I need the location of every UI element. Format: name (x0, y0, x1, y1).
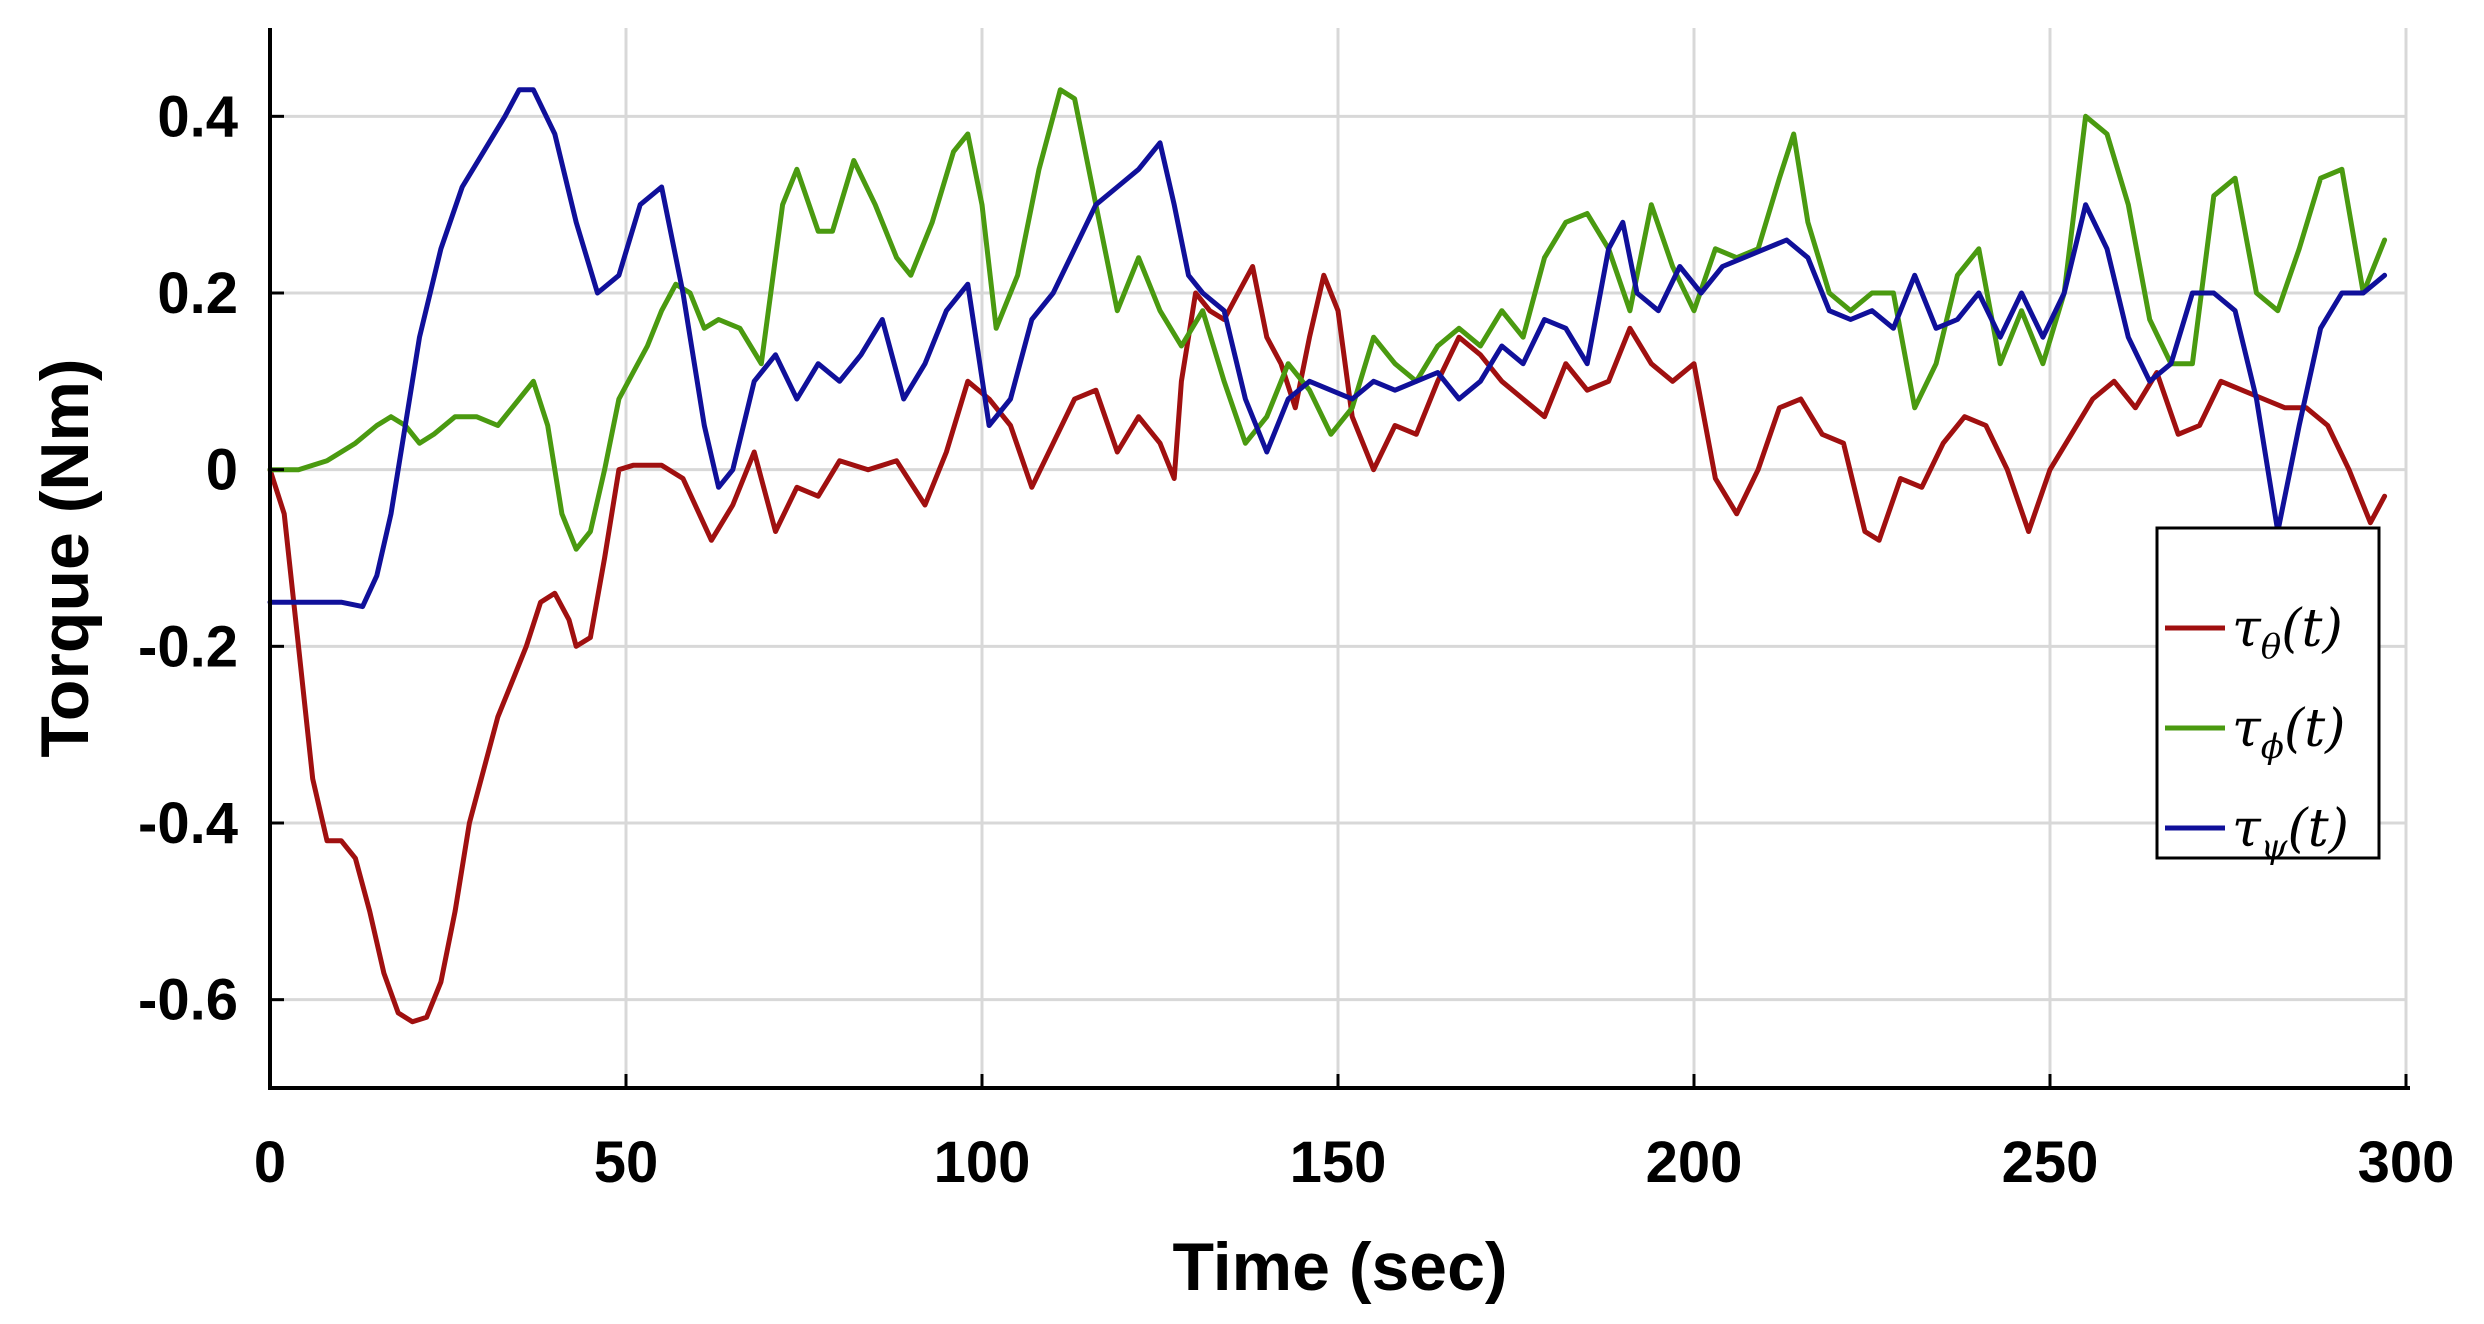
legend-label-2: τϕ(t) (2232, 699, 2345, 767)
series-line-3 (267, 87, 2388, 610)
y-tick-label: -0.6 (138, 968, 238, 1033)
x-tick-label: 100 (934, 1130, 1031, 1195)
y-tick-labels: -0.6 -0.4 -0.2 0 0.2 0.4 (138, 84, 238, 1032)
y-tick-label: 0.2 (157, 261, 238, 326)
grid-lines (270, 28, 2408, 1088)
series-line-1 (267, 264, 2388, 1025)
x-tick-label: 200 (1646, 1130, 1743, 1195)
x-tick-label: 250 (2002, 1130, 2099, 1195)
axes (268, 28, 2410, 1090)
series-line-2 (267, 87, 2388, 552)
y-tick-label: 0 (206, 438, 238, 503)
y-tick-label: -0.2 (138, 614, 238, 679)
legend-box (2155, 526, 2381, 860)
x-tick-label: 0 (254, 1130, 286, 1195)
legend-label-1: τθ(t) (2232, 599, 2343, 667)
legend: τθ(t) τϕ(t) τψ(t) (2155, 526, 2381, 867)
legend-label-3: τψ(t) (2232, 799, 2349, 867)
x-tick-label: 150 (1290, 1130, 1387, 1195)
x-axis-title: Time (sec) (1172, 1229, 1507, 1305)
y-tick-label: 0.4 (157, 84, 238, 149)
series-layer (267, 87, 2388, 1025)
y-tick-label: -0.4 (138, 791, 238, 856)
x-tick-label: 50 (594, 1130, 659, 1195)
y-axis-title: Torque (Nm) (27, 358, 103, 757)
x-tick-label: 300 (2358, 1130, 2455, 1195)
x-tick-labels: 0 50 100 150 200 250 300 (254, 1130, 2455, 1195)
